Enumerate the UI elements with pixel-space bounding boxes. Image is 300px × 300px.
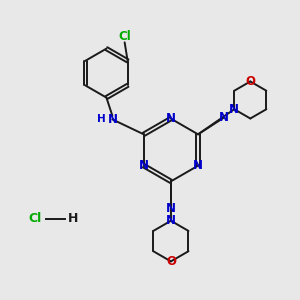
Text: N: N [166,202,176,215]
Text: N: N [229,103,239,116]
Text: Cl: Cl [118,31,131,44]
Text: H: H [97,114,105,124]
Text: N: N [166,112,176,125]
Text: Cl: Cl [28,212,42,225]
Text: O: O [245,75,255,88]
Text: N: N [193,159,203,172]
Text: O: O [166,255,176,268]
Text: N: N [218,111,228,124]
Text: N: N [166,214,176,227]
Text: H: H [68,212,78,225]
Text: N: N [107,113,117,126]
Text: N: N [139,159,149,172]
